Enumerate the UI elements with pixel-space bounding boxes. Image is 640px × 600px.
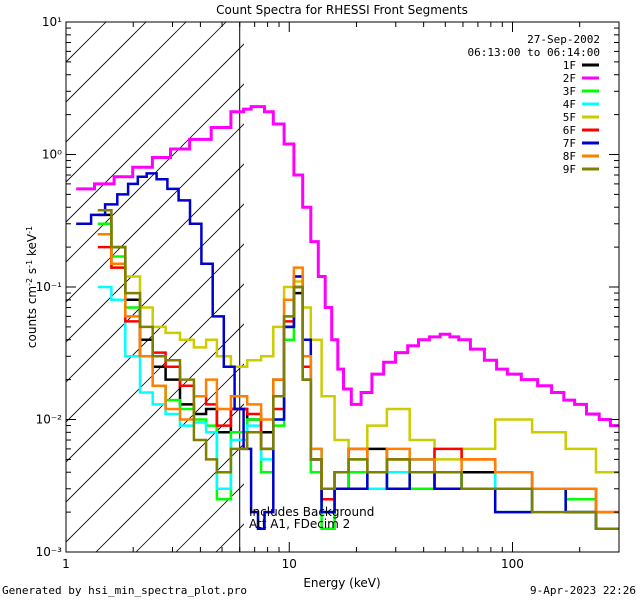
- hatch-line: [95, 403, 244, 552]
- series-line-5F: [97, 233, 619, 474]
- hatch-line: [66, 83, 244, 263]
- series-line-4F: [97, 275, 619, 530]
- hatch-line: [66, 363, 244, 543]
- hatched-region: [66, 22, 244, 552]
- series-line-3F: [97, 222, 619, 530]
- hatch-line: [66, 323, 244, 503]
- footer-timestamp: 9-Apr-2023 22:26: [530, 584, 636, 597]
- hatch-line: [66, 22, 187, 143]
- annotation-attenuator: Att A1, FDecim 2: [249, 517, 350, 531]
- legend-label-3F: 3F: [563, 85, 576, 98]
- y-tick-label: 10⁻²: [36, 413, 63, 427]
- y-tick-label: 10⁰: [42, 148, 62, 162]
- hatch-line: [66, 123, 244, 303]
- legend-label-4F: 4F: [563, 98, 576, 111]
- footer-generated-by: Generated by hsi_min_spectra_plot.pro: [2, 584, 247, 597]
- hatch-line: [66, 283, 244, 463]
- y-tick-label: 10¹: [42, 15, 62, 29]
- legend-label-8F: 8F: [563, 150, 576, 163]
- y-tick-label: 10⁻³: [36, 545, 63, 559]
- chart-title: Count Spectra for RHESSI Front Segments: [216, 3, 468, 17]
- hatch-line: [135, 443, 244, 552]
- legend-label-5F: 5F: [563, 111, 576, 124]
- legend-label-7F: 7F: [563, 137, 576, 150]
- hatch-line: [66, 243, 244, 423]
- legend-label-9F: 9F: [563, 163, 576, 176]
- hatch-line: [66, 43, 244, 223]
- annotation-background: Includes Background: [249, 505, 374, 519]
- date-label: 27-Sep-2002: [527, 33, 600, 46]
- series-line-9F: [97, 208, 619, 530]
- y-tick-label: 10⁻¹: [36, 280, 63, 294]
- y-axis-label: counts cm-2 s-1 keV-1: [25, 226, 40, 348]
- series-line-2F: [76, 105, 619, 428]
- x-tick-label: 100: [501, 557, 524, 571]
- legend-label-6F: 6F: [563, 124, 576, 137]
- x-axis-label: Energy (keV): [303, 576, 380, 590]
- legend-label-1F: 1F: [563, 59, 576, 72]
- x-tick-label: 10: [282, 557, 297, 571]
- x-tick-label: 1: [62, 557, 70, 571]
- series-line-8F: [97, 233, 619, 514]
- legend-label-2F: 2F: [563, 72, 576, 85]
- hatch-line: [66, 22, 227, 183]
- hatch-line: [66, 203, 244, 383]
- time-range-label: 06:13:00 to 06:14:00: [468, 46, 600, 59]
- series-line-1F: [97, 213, 619, 530]
- hatch-line: [66, 163, 244, 343]
